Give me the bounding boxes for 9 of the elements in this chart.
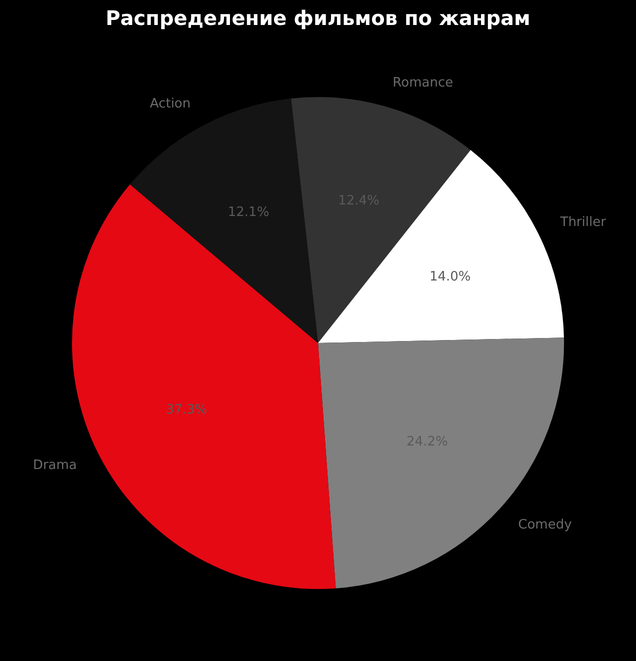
data-label: 37.3% xyxy=(166,402,208,418)
chart-title: Распределение фильмов по жанрам xyxy=(106,6,530,30)
data-label: 14.0% xyxy=(429,270,471,285)
slice-label: Comedy xyxy=(518,517,572,532)
slice-label: Drama xyxy=(32,458,77,474)
slice-label: Action xyxy=(150,96,191,112)
slice-label: Thriller xyxy=(559,214,607,230)
data-label: 12.1% xyxy=(228,205,270,220)
slice-label: Romance xyxy=(392,75,454,90)
